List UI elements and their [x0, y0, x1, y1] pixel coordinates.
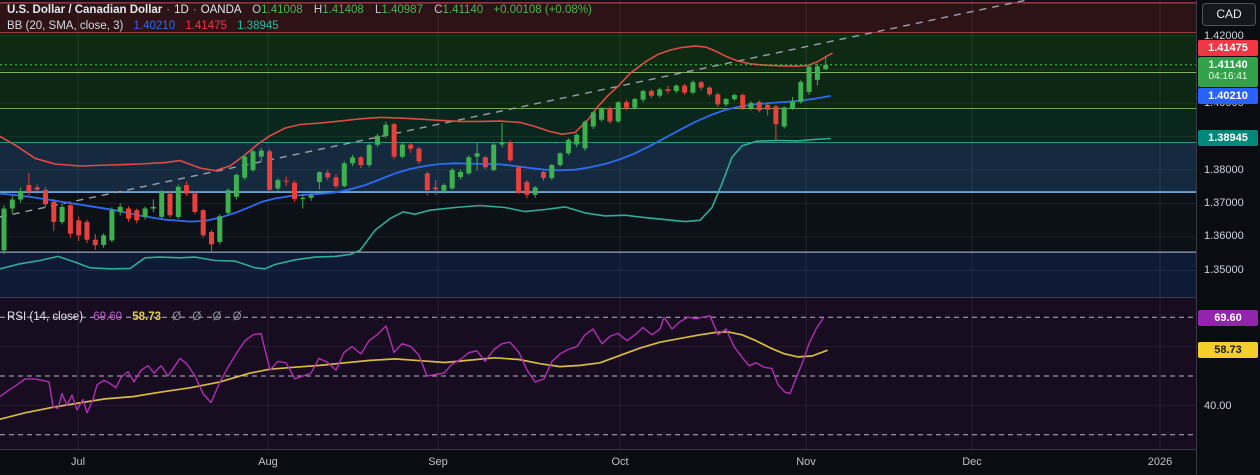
- open-value: 1.41008: [261, 4, 303, 16]
- price-zone: [0, 252, 1196, 297]
- rsi-line[interactable]: [0, 315, 824, 414]
- time-axis-label: Jul: [70, 456, 86, 468]
- rsi-value: 69.60: [93, 311, 123, 323]
- last-price-badge: 1.41140 04:16:41: [1198, 57, 1258, 87]
- chart-canvas[interactable]: [0, 0, 1196, 449]
- bb-basis-badge: 1.40210: [1198, 88, 1258, 104]
- price-scale-label: 1.37000: [1204, 197, 1244, 209]
- price-scale[interactable]: CAD 1.420001.400001.380001.370001.360001…: [1196, 0, 1260, 475]
- rsi-value-badge: 69.60: [1198, 310, 1258, 326]
- bb-indicator-name: BB (20, SMA, close, 3): [7, 20, 124, 32]
- bb-upper-value: 1.41475: [185, 20, 227, 32]
- bb-lower-line[interactable]: [0, 137, 831, 270]
- price-scale-label: 1.38000: [1204, 164, 1244, 176]
- bar-countdown: 04:16:41: [1208, 71, 1248, 82]
- high-value: 1.41408: [322, 4, 364, 16]
- price-scale-label: 1.35000: [1204, 264, 1244, 276]
- rsi-hidden-values: Ø Ø Ø Ø: [172, 311, 246, 323]
- price-zone: [0, 142, 1196, 193]
- price-zone: [0, 109, 1196, 143]
- bb-lower-badge: 1.38945: [1198, 130, 1258, 146]
- bollinger-legend[interactable]: BB (20, SMA, close, 3) 1.40210 1.41475 1…: [7, 20, 279, 32]
- close-value: 1.41140: [442, 4, 484, 16]
- change-value: +0.00108 (+0.08%): [493, 4, 592, 16]
- rsi-legend[interactable]: RSI (14, close) 69.60 58.73 Ø Ø Ø Ø: [7, 311, 246, 323]
- bb-basis-line[interactable]: [0, 95, 831, 223]
- rsi-ma-badge: 58.73: [1198, 342, 1258, 358]
- price-zone: [0, 33, 1196, 73]
- bb-upper-line[interactable]: [0, 45, 833, 172]
- down-candles[interactable]: [26, 80, 779, 252]
- currency-button[interactable]: CAD: [1202, 3, 1256, 26]
- exchange-label: OANDA: [200, 4, 241, 16]
- trendline[interactable]: [0, 0, 1027, 218]
- time-axis-label: 2026: [1147, 456, 1173, 468]
- bb-lower-value: 1.38945: [237, 20, 279, 32]
- interval-label: 1D: [174, 4, 189, 16]
- rsi-indicator-name: RSI (14, close): [7, 311, 84, 323]
- rsi-ma-line[interactable]: [0, 331, 828, 421]
- low-value: 1.40987: [381, 4, 423, 16]
- time-axis[interactable]: Jul Aug Sep Oct Nov Dec 2026: [0, 449, 1196, 475]
- symbol-title: U.S. Dollar / Canadian Dollar: [7, 4, 163, 16]
- rsi-scale-label: 40.00: [1204, 400, 1232, 412]
- time-axis-label: Dec: [962, 456, 982, 468]
- last-price-value: 1.41140: [1208, 59, 1248, 71]
- price-zone: [0, 2, 1196, 33]
- price-scale-label: 1.36000: [1204, 230, 1244, 242]
- symbol-legend[interactable]: U.S. Dollar / Canadian Dollar · 1D · OANDA O…: [7, 4, 592, 16]
- bb-basis-value: 1.40210: [133, 20, 176, 32]
- up-candles[interactable]: [1, 55, 829, 255]
- rsi-ma-value: 58.73: [132, 311, 162, 323]
- time-axis-label: Oct: [611, 456, 629, 468]
- time-axis-label: Sep: [428, 456, 448, 468]
- time-axis-label: Aug: [258, 456, 278, 468]
- bb-upper-badge: 1.41475: [1198, 40, 1258, 56]
- price-scale-label: 1.42000: [1204, 30, 1244, 42]
- time-axis-label: Nov: [796, 456, 816, 468]
- rsi-pane-bg: [0, 297, 1196, 449]
- pane-separator[interactable]: [0, 297, 1196, 298]
